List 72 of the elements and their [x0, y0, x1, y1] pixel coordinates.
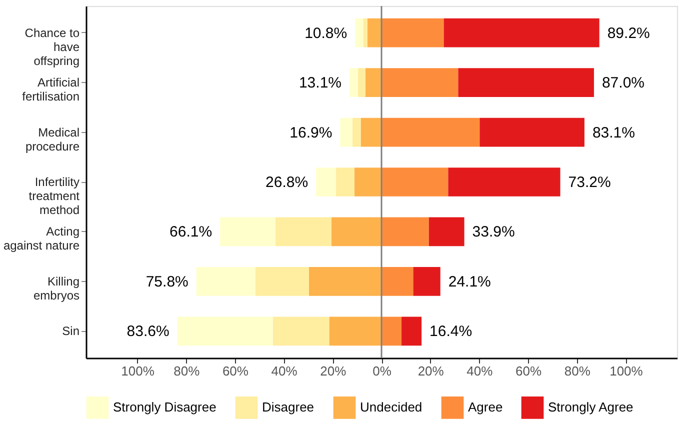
bar: [308, 267, 382, 296]
legend-label: Disagree: [262, 400, 314, 415]
bar: [458, 68, 594, 97]
x-tick-label: 100%: [610, 364, 644, 378]
bar: [355, 18, 364, 48]
annotation: 75.8%: [146, 273, 188, 290]
annotation: 73.2%: [568, 174, 611, 191]
bar: [382, 217, 429, 246]
bar: [350, 68, 358, 97]
y-tick-label: Chance to have offspring: [24, 26, 80, 68]
bar: [352, 118, 361, 147]
x-tick-label: 20%: [418, 364, 444, 378]
annotation: 10.8%: [304, 24, 348, 42]
bar: [316, 168, 336, 196]
bar: [329, 316, 382, 346]
y-tick-label: Medical procedure: [25, 125, 80, 154]
legend-label: Undecided: [360, 400, 422, 415]
annotation: 83.6%: [126, 323, 170, 340]
annotation: 87.0%: [602, 74, 645, 92]
x-tick-label: 80%: [174, 364, 200, 378]
y-tick-label: Acting against nature: [3, 224, 80, 253]
x-tick-label: 40%: [271, 364, 298, 378]
annotation: 83.1%: [592, 124, 635, 142]
bar: [255, 267, 309, 296]
bar: [428, 217, 464, 246]
bar: [382, 18, 444, 48]
y-tick-label: Killing embryos: [33, 274, 80, 302]
annotation: 24.1%: [448, 273, 491, 290]
legend-label: Strongly Disagree: [113, 400, 216, 415]
bar: [354, 168, 382, 196]
bar: [480, 118, 584, 147]
bar: [448, 168, 560, 196]
y-tick-label: Sin: [62, 324, 80, 338]
bar: [336, 168, 354, 196]
bar: [331, 217, 382, 246]
annotation: 26.8%: [266, 174, 308, 191]
bar: [177, 316, 273, 346]
annotation: 33.9%: [472, 224, 515, 241]
x-tick-label: 100%: [121, 364, 155, 378]
legend-label: Agree: [468, 400, 503, 415]
bar: [382, 168, 448, 196]
y-tick-label: Artificial fertilisation: [22, 76, 80, 104]
bar: [220, 217, 276, 246]
annotation: 16.9%: [290, 124, 332, 142]
bar: [382, 316, 402, 346]
x-tick-label: 0%: [372, 364, 392, 378]
bar: [413, 267, 440, 296]
bar: [360, 118, 382, 147]
annotation: 66.1%: [170, 224, 212, 241]
x-tick-label: 80%: [564, 364, 591, 378]
bar: [358, 68, 366, 97]
bar: [382, 118, 480, 147]
x-tick-label: 60%: [516, 364, 542, 378]
bar: [382, 267, 414, 296]
x-tick-label: 40%: [466, 364, 494, 378]
bar: [382, 68, 458, 97]
y-tick-label: Infertility treatment method: [28, 175, 80, 217]
bar: [402, 316, 422, 346]
bar: [367, 18, 382, 48]
annotation: 89.2%: [607, 24, 650, 42]
annotation: 13.1%: [298, 74, 342, 92]
bar: [363, 18, 368, 48]
bar: [276, 217, 332, 246]
bar: [272, 316, 330, 346]
x-tick-label: 20%: [320, 364, 347, 378]
annotation: 16.4%: [430, 323, 472, 340]
bar: [196, 267, 256, 296]
bar: [340, 118, 352, 147]
bar: [444, 18, 600, 48]
x-tick-label: 60%: [222, 364, 249, 378]
legend-label: Strongly Agree: [548, 400, 634, 415]
bar: [365, 68, 382, 97]
